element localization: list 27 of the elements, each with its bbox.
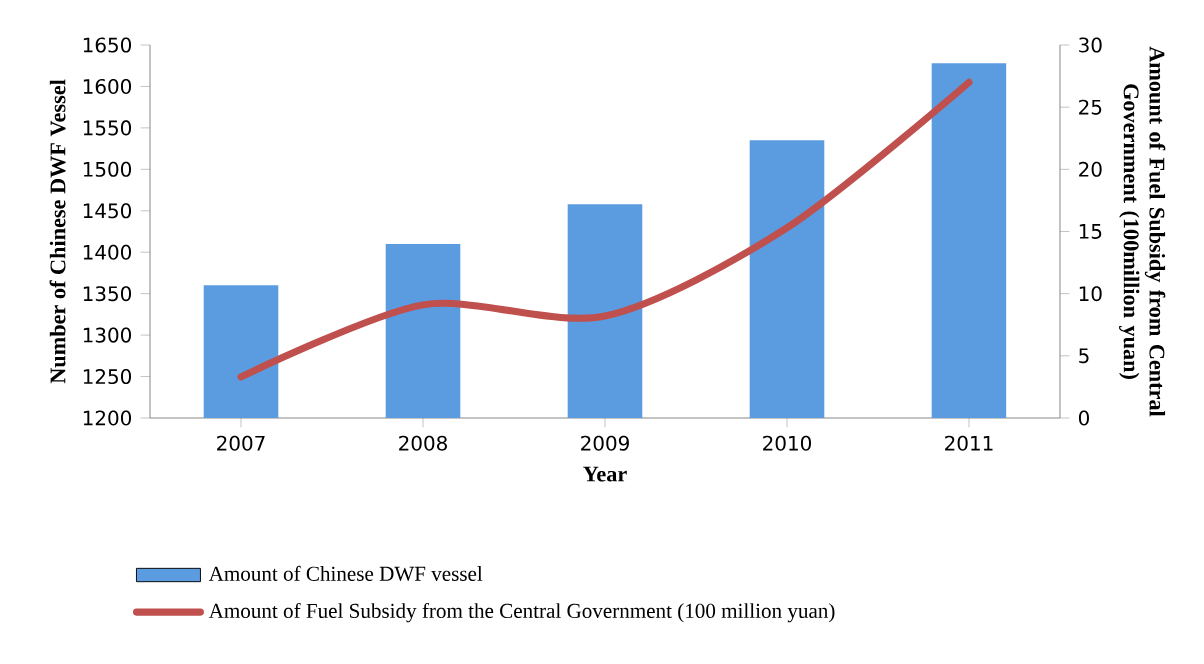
y-tick-label: 1550: [83, 120, 132, 136]
legend-label: Amount of Chinese DWF vessel: [208, 565, 483, 582]
y-tick-label: 1650: [83, 37, 132, 53]
y-tick-label: 1600: [83, 78, 132, 94]
y-tick-label: 1300: [83, 327, 132, 343]
y2-tick-label: 0: [1078, 410, 1089, 426]
x-tick-label: 2010: [763, 435, 811, 451]
y2-tick-label: 15: [1079, 224, 1102, 239]
y-tick-label: 1200: [83, 410, 132, 426]
y-axis-title: Number of Chinese DWF Vessel: [49, 79, 66, 384]
y2-axis-title: Amount of Fuel Subsidy from Central Government (100million yuan): [1119, 46, 1166, 417]
y-tick-label: 1400: [83, 244, 132, 260]
y2-tick-label: 20: [1079, 161, 1102, 177]
x-tick-label: 2011: [945, 435, 993, 451]
y-tick-label: 1450: [83, 203, 132, 219]
y2-tick-label: 5: [1079, 348, 1089, 364]
y2-tick-label: 10: [1079, 286, 1102, 302]
legend-label: Amount of Fuel Subsidy from the Central Government (100 million yuan): [208, 602, 835, 623]
y2-tick-label: 25: [1079, 99, 1102, 115]
y-tick-label: 1250: [83, 369, 132, 385]
y2-tick-label: 30: [1079, 37, 1102, 53]
x-axis-title: Year: [583, 466, 627, 482]
y-tick-label: 1500: [83, 161, 132, 177]
y-tick-label: 1350: [83, 286, 132, 302]
x-tick-label: 2007: [217, 435, 265, 451]
x-tick-label: 2009: [581, 435, 629, 451]
x-tick-label: 2008: [399, 435, 447, 451]
